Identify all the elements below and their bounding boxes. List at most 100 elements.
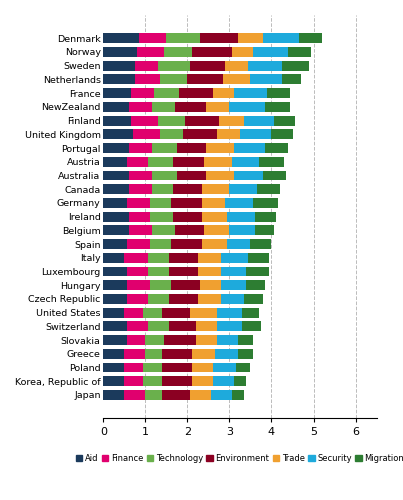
Bar [125,376,143,386]
Bar [125,390,145,400]
Bar [129,170,152,180]
Bar [147,322,168,332]
Bar [253,198,278,208]
Bar [251,239,272,249]
Bar [238,34,263,43]
Bar [147,294,168,304]
Bar [125,362,143,372]
Bar [213,376,234,386]
Bar [104,253,125,262]
Bar [127,322,147,332]
Bar [104,239,127,249]
Bar [219,116,244,126]
Bar [164,47,192,57]
Bar [104,212,129,222]
Bar [127,198,150,208]
Bar [229,102,265,112]
Bar [202,184,229,194]
Bar [248,61,282,70]
Bar [162,390,189,400]
Bar [282,74,301,85]
Bar [173,212,202,222]
Bar [204,226,229,235]
Bar [131,88,154,98]
Bar [229,184,257,194]
Bar [152,226,175,235]
Bar [104,266,127,276]
Bar [198,253,221,262]
Bar [251,74,282,85]
Bar [104,170,129,180]
Bar [162,349,192,358]
Bar [206,170,234,180]
Bar [104,143,129,153]
Bar [227,239,251,249]
Bar [104,157,127,166]
Bar [200,34,238,43]
Bar [133,130,160,139]
Bar [221,253,248,262]
Bar [225,61,248,70]
Bar [104,294,127,304]
Bar [244,294,263,304]
Bar [274,116,295,126]
Bar [177,170,206,180]
Bar [206,102,229,112]
Bar [137,47,164,57]
Bar [147,266,168,276]
Bar [272,130,293,139]
Bar [104,335,127,345]
Bar [150,280,170,290]
Bar [242,322,261,332]
Bar [210,390,232,400]
Bar [217,335,238,345]
Bar [221,294,244,304]
Bar [135,61,158,70]
Bar [179,88,213,98]
Bar [145,349,162,358]
Bar [158,61,189,70]
Bar [196,335,217,345]
Bar [202,198,225,208]
Bar [168,294,198,304]
Bar [221,280,246,290]
Bar [246,266,269,276]
Bar [104,280,127,290]
Bar [162,376,192,386]
Bar [234,88,267,98]
Bar [104,184,129,194]
Bar [223,74,251,85]
Bar [131,116,158,126]
Bar [189,390,210,400]
Bar [127,239,150,249]
Bar [299,34,322,43]
Bar [166,34,200,43]
Bar [221,266,246,276]
Bar [234,170,263,180]
Bar [104,390,125,400]
Bar [104,226,129,235]
Bar [164,335,196,345]
Bar [104,34,139,43]
Bar [267,88,291,98]
Bar [160,74,187,85]
Bar [104,130,133,139]
Bar [104,376,125,386]
Bar [177,143,206,153]
Bar [152,143,177,153]
Bar [232,157,259,166]
Bar [152,102,175,112]
Bar [192,376,213,386]
Bar [150,239,170,249]
Bar [189,308,217,318]
Bar [238,335,253,345]
Bar [175,102,206,112]
Bar [202,212,227,222]
Bar [204,157,232,166]
Bar [196,322,217,332]
Bar [160,130,183,139]
Bar [129,226,152,235]
Bar [145,390,162,400]
Bar [139,34,166,43]
Bar [240,130,272,139]
